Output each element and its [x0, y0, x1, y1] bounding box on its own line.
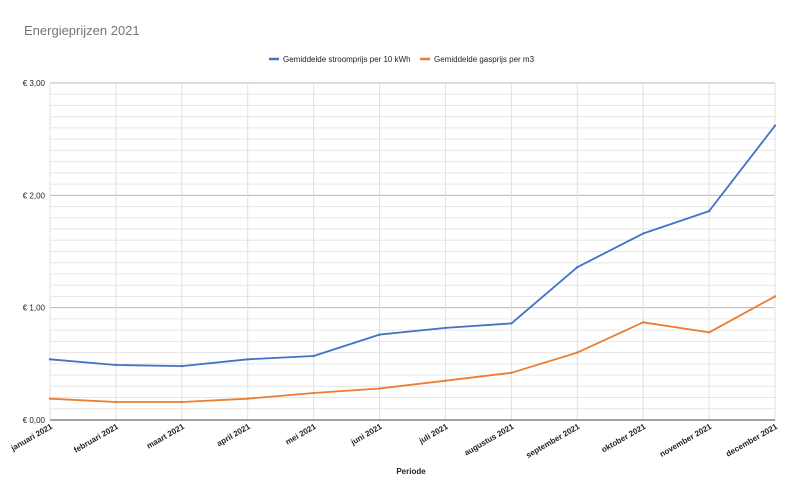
y-tick-label: € 1,00	[23, 304, 46, 313]
x-tick-label: januari 2021	[9, 422, 55, 454]
data-point	[312, 354, 315, 358]
series-line-1	[49, 124, 776, 368]
data-point	[773, 295, 777, 298]
data-point	[444, 326, 447, 330]
data-point	[707, 331, 711, 334]
data-point	[378, 333, 381, 336]
data-point	[180, 400, 184, 404]
grid	[49, 82, 776, 421]
data-point	[114, 363, 118, 367]
data-point	[510, 322, 513, 325]
data-point	[246, 358, 249, 361]
data-point	[773, 124, 777, 127]
x-tick-label: september 2021	[524, 422, 581, 460]
legend-label: Gemiddelde gasprijs per m3	[434, 55, 535, 64]
chart-title: Energieprijzen 2021	[24, 23, 140, 38]
y-axis: € 0,00 € 1,00 € 2,00 € 3,00	[23, 79, 46, 425]
data-point	[378, 387, 381, 390]
legend: Gemiddelde stroomprijs per 10 kWh Gemidde…	[269, 55, 535, 64]
data-point	[576, 266, 579, 269]
data-point	[48, 358, 52, 361]
y-tick-label: € 2,00	[23, 191, 46, 200]
series-line-2	[49, 295, 776, 403]
x-tick-label: december 2021	[724, 422, 779, 459]
data-point	[48, 397, 52, 400]
data-point	[444, 379, 447, 382]
x-tick-label: november 2021	[658, 422, 713, 459]
data-point	[707, 209, 711, 213]
y-tick-label: € 3,00	[23, 79, 46, 88]
x-tick-label: april 2021	[215, 422, 252, 449]
y-tick-label: € 0,00	[23, 416, 46, 425]
x-tick-label: oktober 2021	[600, 422, 648, 455]
data-point	[246, 397, 249, 400]
data-point	[510, 371, 513, 375]
data-point	[312, 391, 315, 395]
data-point	[114, 400, 118, 404]
legend-label: Gemiddelde stroomprijs per 10 kWh	[283, 55, 411, 64]
series-lines	[48, 124, 777, 404]
x-tick-label: februari 2021	[72, 422, 120, 455]
x-tick-label: juli 2021	[417, 422, 450, 446]
x-tick-label: juni 2021	[349, 422, 384, 448]
x-tick-label: augustus 2021	[463, 422, 516, 458]
x-axis: januari 2021 februari 2021 maart 2021 april…	[9, 419, 779, 460]
data-point	[641, 321, 645, 324]
data-point	[641, 232, 645, 235]
x-axis-title: Periode	[396, 467, 426, 476]
data-point	[180, 364, 184, 368]
x-tick-label: maart 2021	[145, 422, 186, 451]
data-point	[576, 351, 579, 354]
x-tick-label: mei 2021	[284, 422, 318, 447]
